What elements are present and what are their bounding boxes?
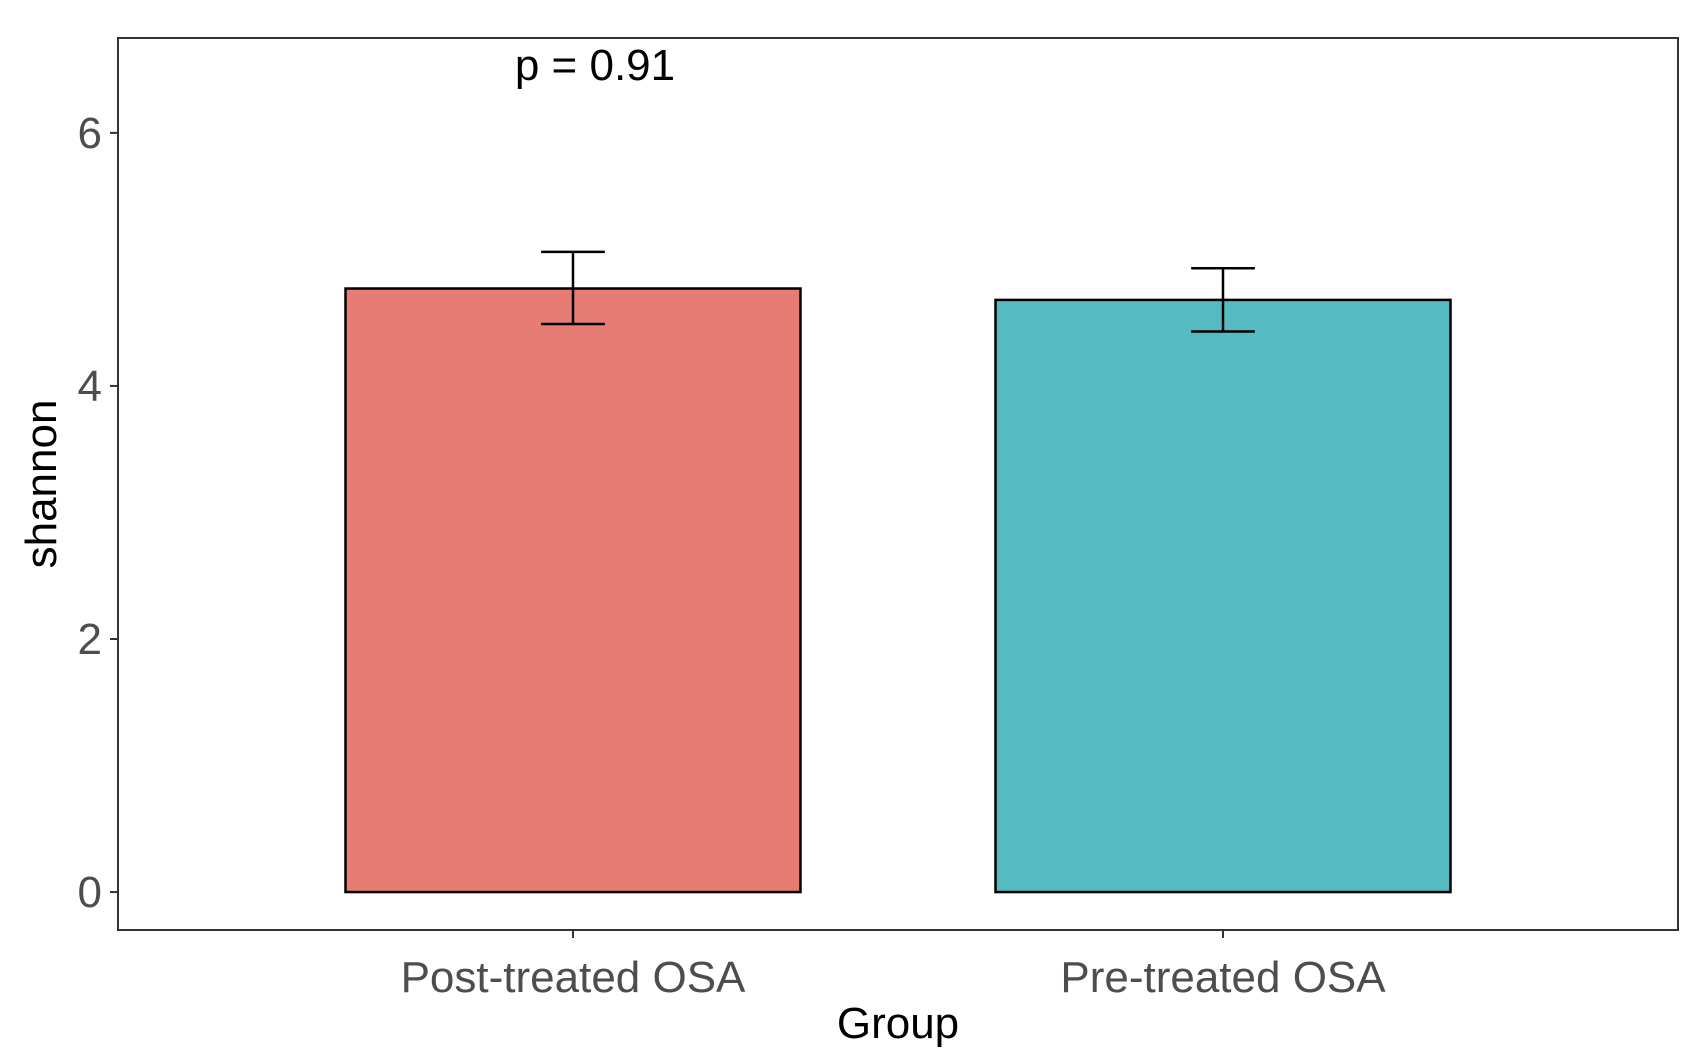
y-axis: 0 2 4 6 (78, 109, 118, 917)
x-axis-title: Group (837, 999, 959, 1048)
y-tick-label: 2 (78, 615, 102, 664)
x-tick-label: Pre-treated OSA (1060, 953, 1386, 1002)
bar (344, 287, 802, 894)
x-tick-label: Post-treated OSA (401, 953, 746, 1002)
x-axis: Post-treated OSA Pre-treated OSA (401, 930, 1386, 1002)
bar (994, 298, 1452, 894)
y-tick-label: 0 (78, 868, 102, 917)
y-tick-label: 4 (78, 362, 102, 411)
errorbars-layer (541, 250, 1255, 333)
y-tick-label: 6 (78, 109, 102, 158)
y-axis-title: shannon (17, 400, 66, 569)
p-value-annotation: p = 0.91 (515, 41, 675, 90)
